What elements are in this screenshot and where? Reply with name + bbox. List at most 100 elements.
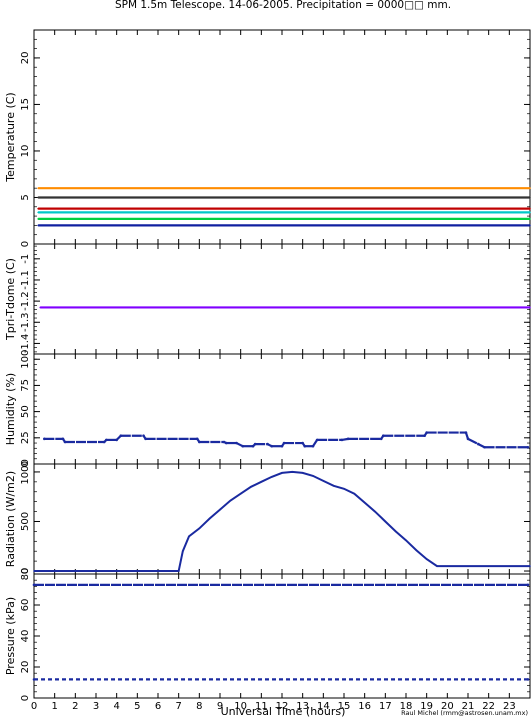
y-tick-label: 1000 — [20, 459, 31, 484]
x-tick-label: 0 — [31, 701, 37, 712]
data-point — [312, 475, 314, 477]
y-tick-label: 0 — [20, 241, 31, 247]
data-point — [208, 517, 211, 520]
y-tick-label: 20 — [20, 661, 31, 674]
data-point — [529, 187, 531, 189]
data-point — [315, 438, 319, 442]
data-point — [529, 306, 531, 309]
y-tick-label: 0 — [20, 695, 31, 701]
x-tick-label: 10 — [234, 701, 247, 712]
data-point — [119, 434, 123, 438]
y-tick-label: 80 — [20, 568, 31, 581]
data-point — [260, 481, 263, 483]
data-point — [219, 508, 221, 511]
data-point — [363, 501, 366, 504]
x-tick-label: 8 — [196, 701, 202, 712]
data-point — [477, 442, 480, 446]
data-point — [311, 444, 315, 448]
x-tick-label: 7 — [175, 701, 181, 712]
y-tick-label: 40 — [20, 630, 31, 643]
y-tick-label: 500 — [20, 512, 31, 531]
x-tick-label: 23 — [503, 701, 516, 712]
y-tick-label: 5 — [20, 194, 31, 200]
data-point — [251, 444, 255, 448]
data-point — [291, 471, 294, 473]
y-tick-label: 15 — [20, 98, 31, 111]
data-point — [529, 224, 531, 227]
x-tick-label: 21 — [462, 701, 475, 712]
y-tick-label: 100 — [20, 350, 31, 369]
data-point — [37, 196, 39, 199]
data-point — [415, 549, 418, 552]
data-point — [32, 583, 36, 587]
y-tick-label: 60 — [20, 599, 31, 612]
data-point — [32, 678, 36, 681]
data-point — [266, 442, 269, 446]
x-tick-label: 16 — [358, 701, 371, 712]
data-point — [529, 565, 531, 567]
data-point — [253, 442, 257, 446]
data-point — [239, 492, 242, 495]
x-tick-label: 5 — [134, 701, 140, 712]
data-point — [115, 438, 118, 442]
x-tick-label: 20 — [441, 701, 454, 712]
x-tick-label: 11 — [255, 701, 268, 712]
data-point — [526, 678, 530, 681]
data-point — [63, 440, 67, 444]
x-tick-label: 4 — [113, 701, 119, 712]
y-axis-label: Temperature (C) — [4, 92, 17, 182]
y-axis-label: Pressure (kPa) — [4, 597, 17, 675]
data-point — [37, 187, 39, 189]
y-tick-label: -1.2 — [20, 291, 31, 311]
y-axis-label: Tpri-Tdome (C) — [4, 258, 17, 341]
x-tick-label: 13 — [296, 701, 309, 712]
data-point — [529, 218, 531, 220]
data-point — [526, 583, 530, 587]
y-axis-label: Humidity (%) — [4, 373, 17, 445]
temperature-panel: 0 5 10 15 20 Temperature (C) — [4, 29, 531, 247]
data-point — [280, 444, 284, 448]
data-point — [270, 476, 273, 478]
data-point — [198, 527, 201, 530]
data-segment — [467, 437, 479, 446]
data-point — [425, 558, 428, 560]
data-point — [39, 306, 41, 309]
x-tick-label: 17 — [379, 701, 392, 712]
y-tick-label: 0 — [20, 568, 31, 574]
x-tick-label: 12 — [276, 701, 289, 712]
figure-title: SPM 1.5m Telescope. 14-06-2005. Precipit… — [115, 0, 451, 11]
data-point — [224, 441, 228, 445]
data-point — [353, 492, 356, 495]
data-point — [346, 437, 350, 441]
data-point — [483, 445, 486, 449]
data-point — [105, 438, 108, 442]
y-axis-label: Radiation (W/m2) — [4, 471, 17, 567]
data-point — [142, 434, 145, 438]
data-point — [423, 434, 426, 438]
y-tick-label: 20 — [20, 52, 31, 65]
data-point — [37, 224, 39, 227]
data-point — [303, 444, 307, 448]
data-point — [425, 431, 428, 434]
data-point — [235, 441, 238, 445]
data-point — [340, 438, 344, 442]
y-tick-label: -1.1 — [20, 270, 31, 290]
data-point — [270, 444, 273, 448]
data-point — [466, 437, 470, 441]
x-tick-label: 1 — [51, 701, 57, 712]
data-point — [464, 431, 468, 434]
data-point — [529, 207, 531, 210]
data-point — [222, 440, 226, 444]
data-point — [198, 440, 201, 444]
data-point — [188, 535, 190, 538]
data-point — [250, 485, 252, 488]
data-point — [405, 539, 407, 542]
panel-frame — [33, 463, 531, 575]
y-tick-label: 0 — [20, 461, 31, 467]
data-point — [37, 211, 39, 214]
y-tick-label: 75 — [20, 379, 31, 392]
y-tick-label: 25 — [20, 431, 31, 444]
